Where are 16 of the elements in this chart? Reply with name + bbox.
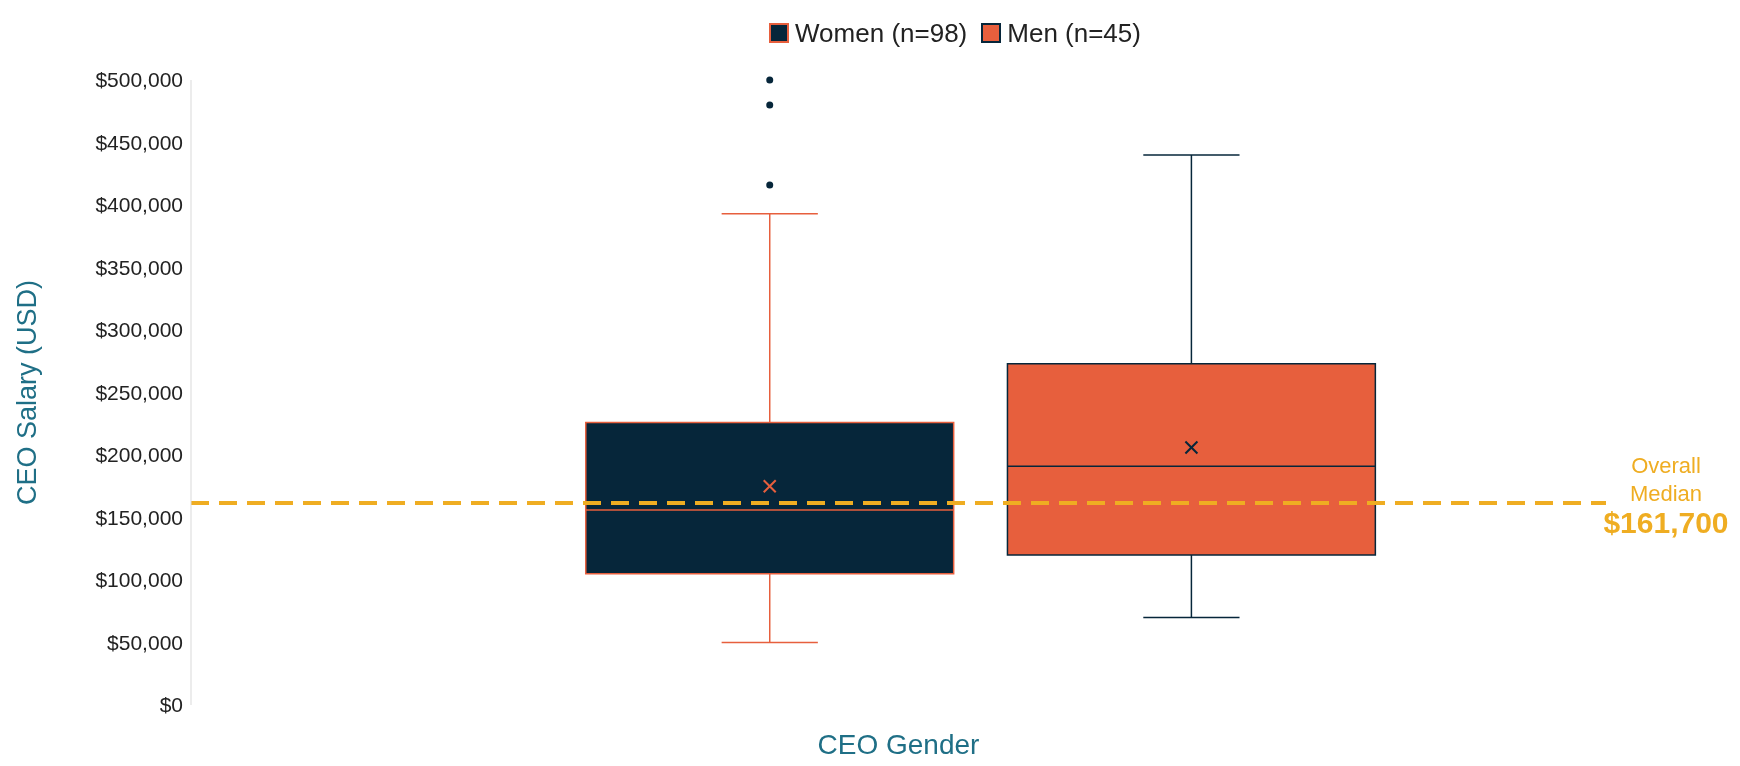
ref-line-label: Overall Median $161,700 [1603, 452, 1729, 539]
y-tick-label: $50,000 [107, 630, 183, 654]
legend-label: Men (n=45) [1007, 17, 1141, 49]
y-tick-label: $300,000 [95, 318, 183, 342]
x-axis-title: CEO Gender [817, 729, 980, 760]
y-tick-label: $0 [159, 693, 183, 717]
y-axis-title: CEO Salary (USD) [11, 279, 42, 506]
y-tick-label: $450,000 [95, 130, 183, 154]
y-tick-label: $150,000 [95, 505, 183, 529]
y-tick-label: $500,000 [95, 68, 183, 92]
y-tick-label: $350,000 [95, 255, 183, 279]
legend-label: Women (n=98) [795, 17, 968, 49]
y-tick-label: $100,000 [95, 568, 183, 592]
y-tick-label: $250,000 [95, 380, 183, 404]
y-tick-label: $400,000 [95, 193, 183, 217]
y-tick-label: $200,000 [95, 443, 183, 467]
